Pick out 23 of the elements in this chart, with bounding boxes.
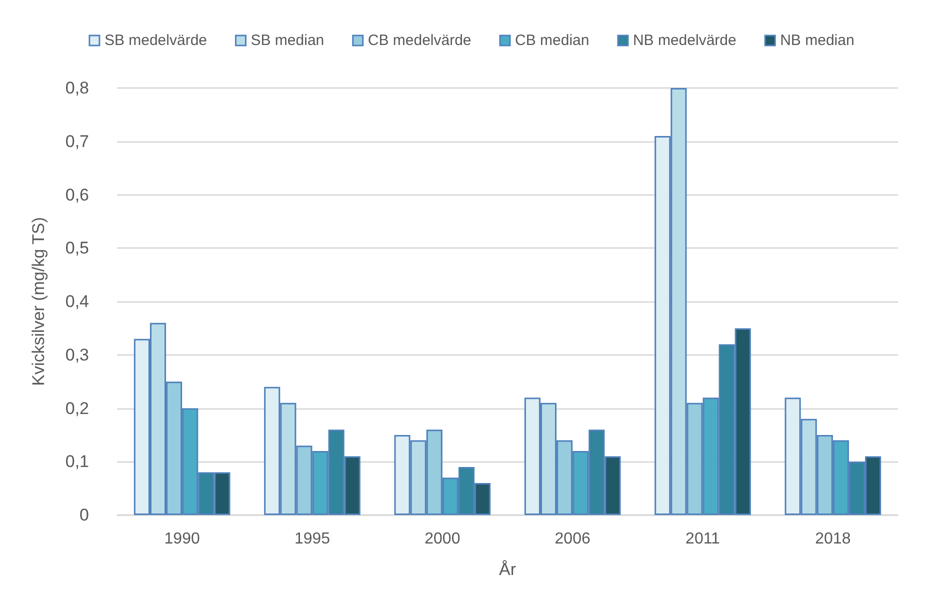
legend-label: NB median [780,32,854,49]
legend-label: SB median [250,32,324,49]
y-tick-label: 0,2 [65,398,89,418]
legend-label: SB medelvärde [104,32,208,49]
x-tick-label: 1990 [164,530,200,548]
x-tick-label: 1995 [294,530,330,548]
y-tick-label: 0,1 [65,452,89,472]
y-tick-label: 0,5 [65,238,89,258]
y-tick-label: 0,8 [65,78,89,98]
y-tick-label: 0 [80,506,89,524]
y-tick-label: 0,3 [65,345,89,364]
x-tick-label: 2000 [424,530,460,548]
x-tick-label: 2011 [686,530,720,548]
legend-label: NB medelvärde [632,32,736,49]
x-tick-label: 2006 [554,530,590,548]
x-tick-label: 2018 [815,530,851,548]
y-axis-title: Kvicksilver (mg/kg TS) [29,217,48,386]
y-tick-label: 0,4 [65,292,89,311]
legend-label: CB median [515,32,590,49]
y-tick-label: 0,7 [65,132,89,151]
x-axis-title: År [499,560,516,579]
legend-label: CB medelvärde [368,32,472,49]
y-tick-label: 0,6 [65,185,89,204]
